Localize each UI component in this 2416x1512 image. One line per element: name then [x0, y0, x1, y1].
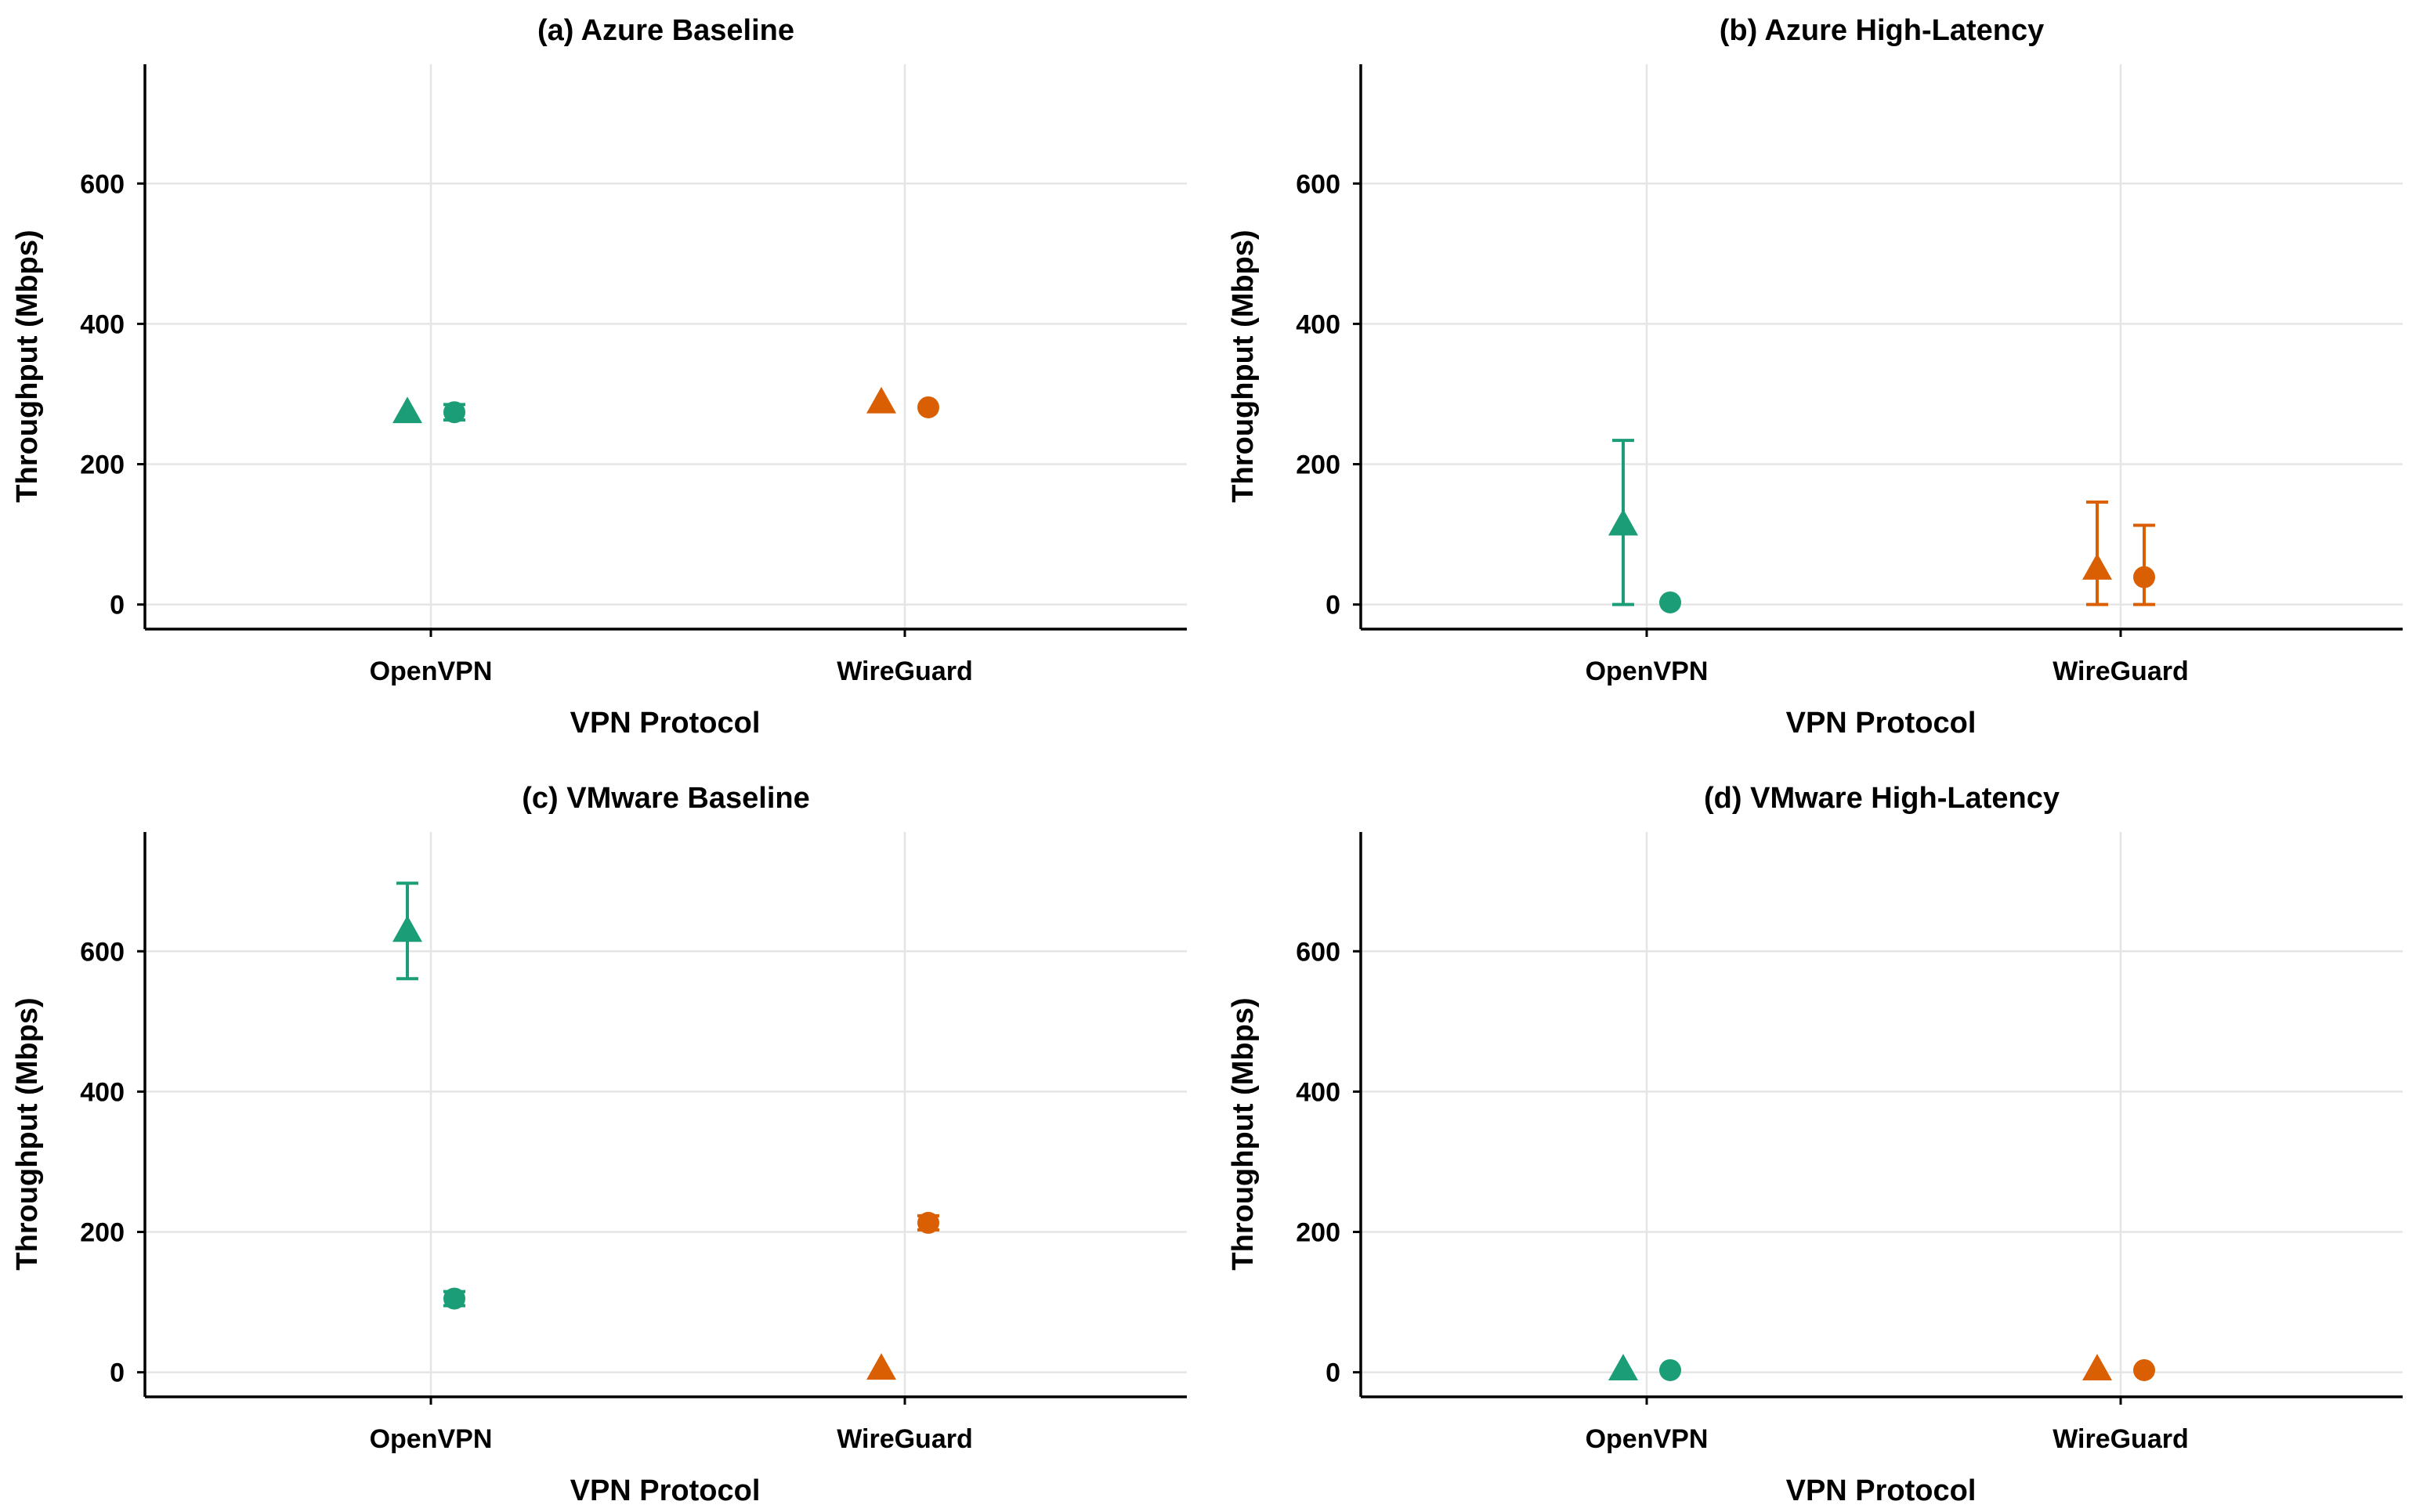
- data-point-wireguard-triangle: [866, 386, 896, 414]
- triangle-marker: [866, 386, 896, 414]
- triangle-marker: [2082, 1354, 2112, 1380]
- data-point-wireguard-triangle: [866, 1353, 896, 1380]
- y-tick-label: 0: [110, 1358, 125, 1388]
- x-tick-label: OpenVPN: [370, 657, 493, 686]
- data-point-wireguard-circle: [2133, 1358, 2155, 1381]
- chart-panel-4: (d) VMware High-Latency 0 200 400 600 OpenVPN…: [1227, 782, 2403, 1507]
- x-tick-label: WireGuard: [2053, 1424, 2189, 1454]
- y-tick-label: 600: [80, 169, 125, 199]
- y-tick-label: 200: [1296, 450, 1340, 480]
- x-axis-label: VPN Protocol: [570, 707, 761, 740]
- data-point-openvpn-circle: [1659, 1358, 1681, 1381]
- triangle-marker: [1608, 1354, 1638, 1380]
- x-axis-label: VPN Protocol: [1786, 1474, 1977, 1507]
- y-axis-label: Throughput (Mbps): [1227, 230, 1260, 502]
- circle-marker: [443, 401, 465, 424]
- y-tick-label: 600: [1296, 169, 1340, 199]
- data-point-wireguard-circle: [2133, 523, 2155, 606]
- y-tick-label: 200: [80, 1218, 125, 1248]
- circle-marker: [443, 1287, 465, 1310]
- chart-panel-2: (b) Azure High-Latency 0 200 400 600 OpenVPN W…: [1227, 14, 2403, 740]
- x-tick-label: WireGuard: [2053, 657, 2189, 686]
- chart-title: (d) VMware High-Latency: [1704, 782, 2060, 815]
- triangle-marker: [1608, 508, 1638, 536]
- x-tick-label: WireGuard: [837, 1424, 973, 1454]
- chart-title: (a) Azure Baseline: [537, 14, 794, 47]
- y-tick-label: 400: [1296, 309, 1340, 339]
- data-point-wireguard-triangle: [2082, 500, 2112, 606]
- y-tick-label: 400: [1296, 1077, 1340, 1107]
- y-tick-label: 0: [1326, 591, 1340, 620]
- data-point-wireguard-circle: [917, 396, 939, 418]
- circle-marker: [917, 396, 939, 418]
- chart-panel-1: (a) Azure Baseline 0 200 400 600 OpenVPN WireG…: [11, 14, 1187, 740]
- y-tick-label: 200: [1296, 1218, 1340, 1248]
- circle-marker: [1659, 1358, 1681, 1381]
- x-tick-label: OpenVPN: [370, 1424, 493, 1454]
- y-tick-label: 400: [80, 309, 125, 339]
- data-point-wireguard-triangle: [2082, 1354, 2112, 1380]
- y-tick-label: 600: [80, 937, 125, 967]
- x-axis-label: VPN Protocol: [1786, 707, 1977, 740]
- data-point-openvpn-triangle: [1608, 439, 1638, 606]
- y-tick-label: 600: [1296, 937, 1340, 967]
- data-point-openvpn-circle: [443, 401, 465, 424]
- chart-panel-3: (c) VMware Baseline 0 200 400 600 OpenVPN Wire…: [11, 782, 1187, 1507]
- y-axis-label: Throughput (Mbps): [11, 230, 44, 502]
- x-tick-label: OpenVPN: [1586, 657, 1709, 686]
- data-point-wireguard-circle: [917, 1211, 939, 1234]
- y-tick-label: 400: [80, 1077, 125, 1107]
- data-point-openvpn-circle: [443, 1287, 465, 1310]
- circle-marker: [2133, 566, 2155, 588]
- chart-title: (c) VMware Baseline: [522, 782, 809, 815]
- data-point-openvpn-triangle: [392, 396, 422, 424]
- x-tick-label: WireGuard: [837, 657, 973, 686]
- circle-marker: [2133, 1358, 2155, 1381]
- circle-marker: [1659, 591, 1681, 613]
- chart-title: (b) Azure High-Latency: [1720, 14, 2045, 47]
- data-point-openvpn-circle: [1659, 591, 1681, 613]
- x-axis-label: VPN Protocol: [570, 1474, 761, 1507]
- triangle-marker: [392, 915, 422, 942]
- y-axis-label: Throughput (Mbps): [1227, 997, 1260, 1270]
- triangle-marker: [866, 1353, 896, 1380]
- data-point-openvpn-triangle: [1608, 1354, 1638, 1380]
- circle-marker: [917, 1211, 939, 1234]
- y-tick-label: 200: [80, 450, 125, 480]
- y-axis-label: Throughput (Mbps): [11, 997, 44, 1270]
- y-tick-label: 0: [1326, 1358, 1340, 1388]
- triangle-marker: [392, 396, 422, 424]
- y-tick-label: 0: [110, 591, 125, 620]
- x-tick-label: OpenVPN: [1586, 1424, 1709, 1454]
- triangle-marker: [2082, 553, 2112, 580]
- data-point-openvpn-triangle: [392, 881, 422, 981]
